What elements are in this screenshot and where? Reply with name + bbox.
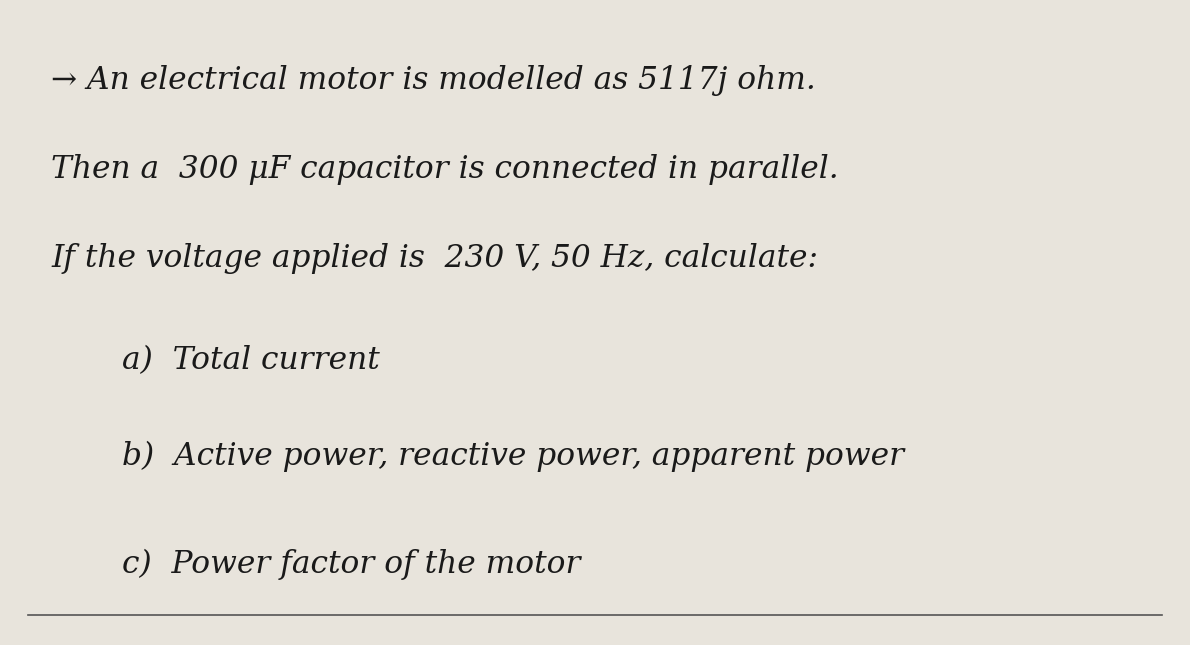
- Text: a)  Total current: a) Total current: [123, 345, 380, 376]
- Text: Then a  300 μF capacitor is connected in parallel.: Then a 300 μF capacitor is connected in …: [51, 154, 839, 185]
- Text: c)  Power factor of the motor: c) Power factor of the motor: [123, 549, 581, 580]
- Text: b)  Active power, reactive power, apparent power: b) Active power, reactive power, apparen…: [123, 441, 904, 471]
- Text: → An electrical motor is modelled as 5117j ohm.: → An electrical motor is modelled as 511…: [51, 65, 816, 96]
- Text: If the voltage applied is  230 V, 50 Hz, calculate:: If the voltage applied is 230 V, 50 Hz, …: [51, 243, 819, 274]
